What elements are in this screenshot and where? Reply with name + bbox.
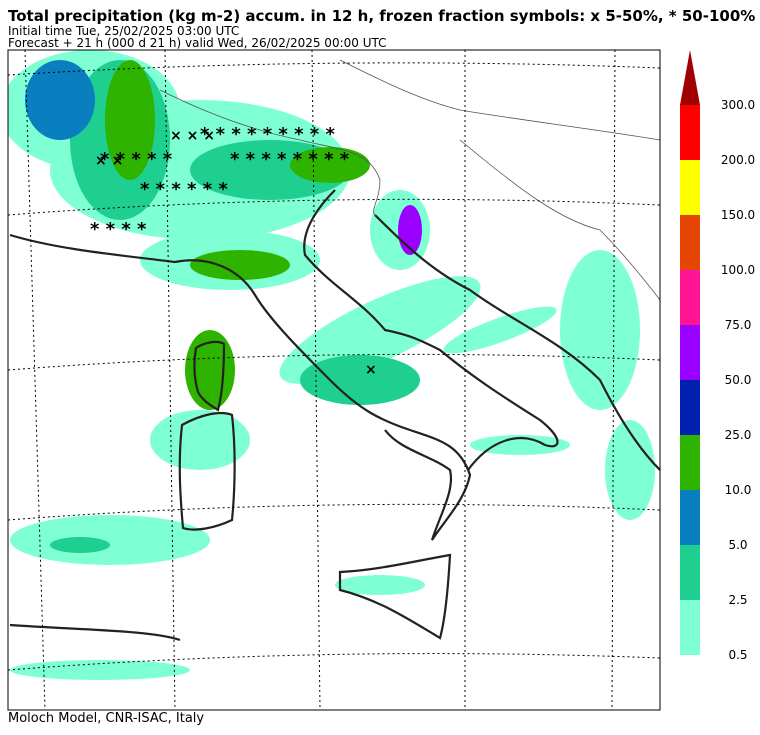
colorbar-label: 10.0 [725, 483, 752, 497]
precipitation [8, 50, 655, 680]
colorbar-band [680, 545, 700, 600]
map: * * * * * * * * * * * * * * * * * * * * … [7, 49, 661, 711]
colorbar-label: 150.0 [721, 208, 755, 222]
colorbar-label: 300.0 [721, 98, 755, 112]
colorbar: 0.5 2.5 5.0 10.0 25.0 50.0 75.0 100.0 150.0 200.0… [680, 50, 755, 662]
colorbar-label: 200.0 [721, 153, 755, 167]
colorbar-band [680, 600, 700, 655]
colorbar-band [680, 270, 700, 325]
colorbar-band [680, 435, 700, 490]
title: Total precipitation (kg m-2) accum. in 1… [8, 7, 755, 25]
colorbar-band [680, 380, 700, 435]
initial-time: Initial time Tue, 25/02/2025 03:00 UTC [8, 24, 239, 38]
graticule [7, 49, 661, 711]
forecast-time: Forecast + 21 h (000 d 21 h) valid Wed, … [8, 36, 387, 50]
colorbar-band [680, 490, 700, 545]
svg-text:× ×: × × [95, 153, 123, 169]
map-frame [7, 49, 661, 711]
colorbar-label: 25.0 [725, 428, 752, 442]
footer: Moloch Model, CNR-ISAC, Italy [8, 711, 204, 726]
coastlines [9, 189, 661, 642]
colorbar-label: 50.0 [725, 373, 752, 387]
colorbar-label: 0.5 [728, 648, 747, 662]
borders [159, 59, 661, 301]
colorbar-band [680, 160, 700, 215]
colorbar-label: 5.0 [728, 538, 747, 552]
svg-text:* * * *: * * * * [90, 219, 147, 240]
svg-text:×: × [365, 362, 377, 378]
svg-text:* * * * *: * * * * * [100, 149, 173, 170]
frozen-symbols: * * * * * * * * * * * * * * * * * * * * … [90, 124, 377, 378]
colorbar-label: 100.0 [721, 263, 755, 277]
svg-text:× × ×: × × × [170, 128, 215, 144]
svg-text:* * * * * * * *: * * * * * * * * [230, 149, 350, 170]
svg-text:* * * * * * * * *: * * * * * * * * * [200, 124, 335, 145]
colorbar-band [680, 215, 700, 270]
colorbar-label: 75.0 [725, 318, 752, 332]
colorbar-band [680, 105, 700, 160]
svg-text:* * * * * *: * * * * * * [140, 179, 228, 200]
colorbar-label: 2.5 [728, 593, 747, 607]
colorbar-extension [680, 50, 700, 105]
colorbar-band [680, 325, 700, 380]
